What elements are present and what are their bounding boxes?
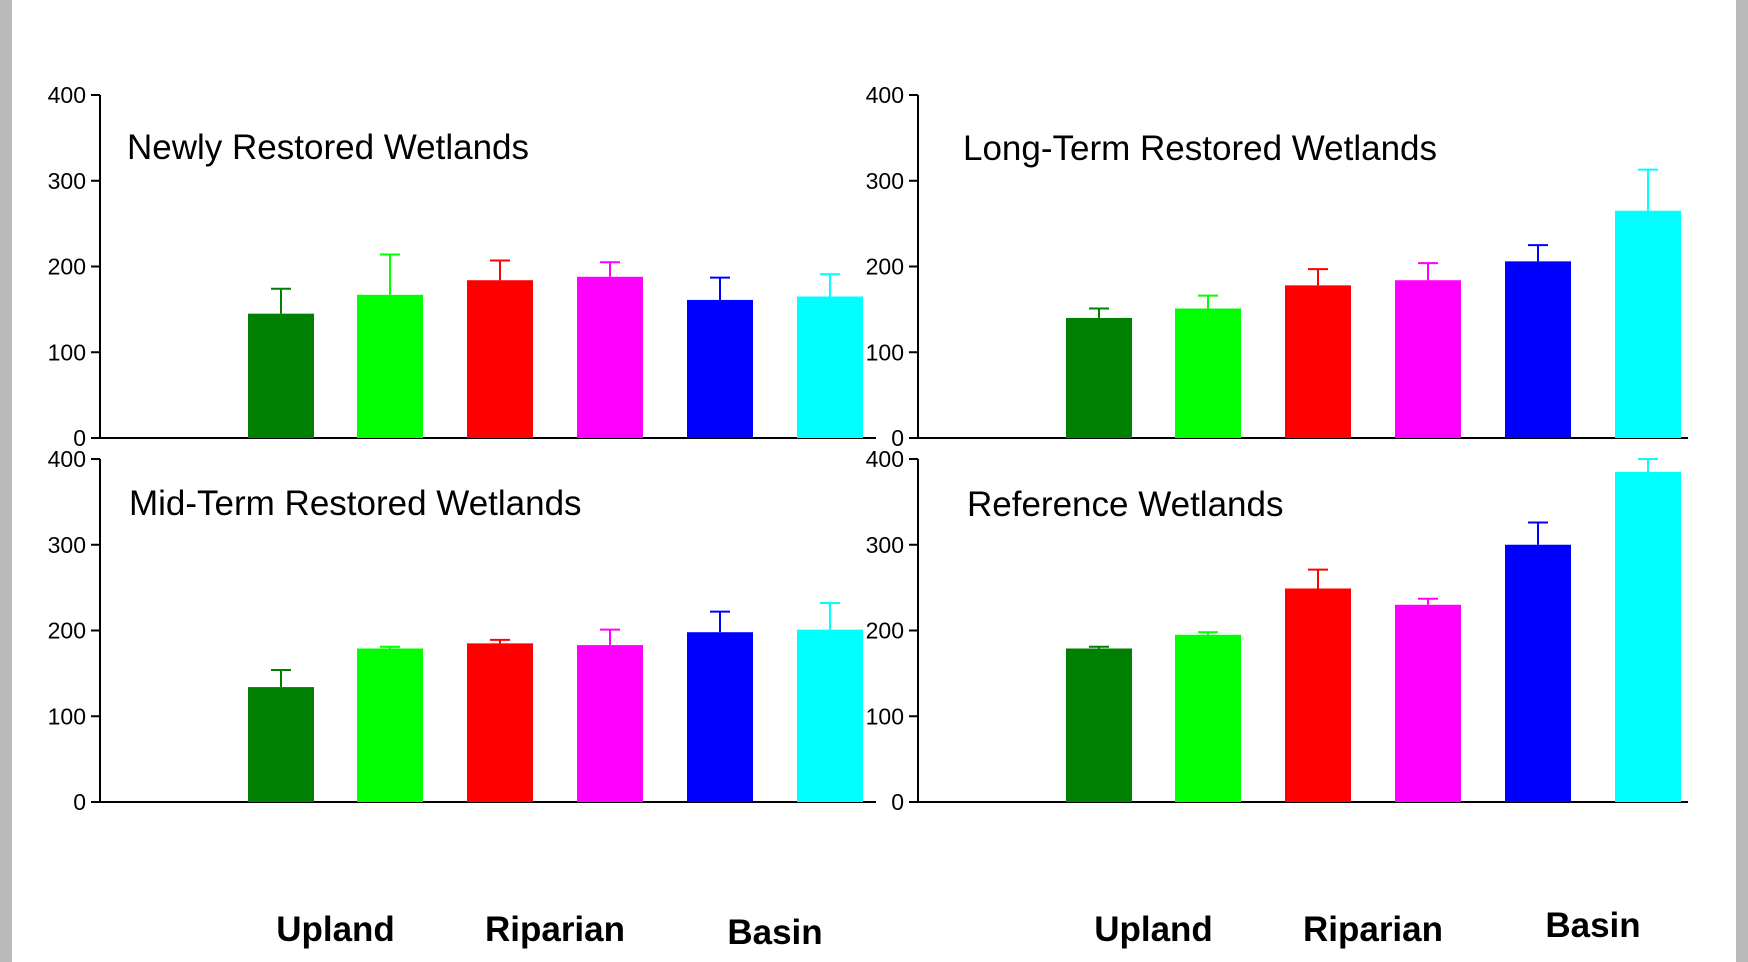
bar bbox=[1615, 210, 1681, 438]
bar bbox=[357, 294, 423, 438]
panel-2: 0 100 200 300 400 Long-Term Restored Wetlands bbox=[866, 82, 1688, 451]
bar bbox=[1175, 634, 1241, 802]
group-label: Basin bbox=[1545, 906, 1640, 945]
bar bbox=[1505, 261, 1571, 438]
y-tick-label: 300 bbox=[866, 532, 904, 558]
group-label: Basin bbox=[727, 913, 822, 952]
y-tick-label: 400 bbox=[866, 446, 904, 472]
y-tick-label: 300 bbox=[866, 168, 904, 194]
y-tick-label: 0 bbox=[891, 425, 904, 451]
panel-4: 0 100 200 300 400 Reference Wetlands Upland Rip… bbox=[866, 446, 1688, 949]
bar bbox=[1285, 285, 1351, 438]
panel-title: Reference Wetlands bbox=[967, 485, 1283, 524]
group-label: Riparian bbox=[1303, 910, 1443, 949]
y-tick-label: 0 bbox=[891, 789, 904, 815]
bar bbox=[467, 280, 533, 438]
bar bbox=[248, 687, 314, 802]
y-tick-label: 100 bbox=[48, 703, 86, 729]
bar bbox=[357, 648, 423, 802]
y-tick-label: 400 bbox=[48, 82, 86, 108]
group-label: Upland bbox=[1094, 910, 1213, 949]
y-tick-label: 200 bbox=[48, 618, 86, 644]
bar bbox=[1066, 648, 1132, 802]
group-label: Riparian bbox=[485, 910, 625, 949]
y-tick-label: 200 bbox=[866, 254, 904, 280]
bar bbox=[1285, 588, 1351, 802]
bar bbox=[577, 645, 643, 802]
chart-frame: 0 100 200 300 400 Newly Restored Wetlands 0 100… bbox=[12, 0, 1736, 962]
bar bbox=[797, 296, 863, 438]
y-tick-label: 100 bbox=[866, 703, 904, 729]
bar bbox=[1615, 471, 1681, 802]
y-tick-label: 200 bbox=[866, 618, 904, 644]
y-tick-label: 200 bbox=[48, 254, 86, 280]
bar bbox=[797, 629, 863, 802]
wetland-bar-charts: 0 100 200 300 400 Newly Restored Wetlands 0 100… bbox=[48, 82, 1688, 952]
panel-title: Long-Term Restored Wetlands bbox=[963, 129, 1437, 168]
panel-title: Newly Restored Wetlands bbox=[127, 128, 529, 167]
bar bbox=[467, 643, 533, 802]
y-tick-label: 100 bbox=[866, 339, 904, 365]
y-tick-label: 0 bbox=[73, 789, 86, 815]
y-tick-label: 100 bbox=[48, 339, 86, 365]
bar bbox=[687, 299, 753, 438]
bar bbox=[1505, 544, 1571, 802]
bar bbox=[1395, 280, 1461, 438]
y-tick-label: 400 bbox=[866, 82, 904, 108]
panel-3: 0 100 200 300 400 Mid-Term Restored Wetlands U… bbox=[48, 446, 876, 952]
bar bbox=[687, 632, 753, 802]
bar bbox=[1066, 317, 1132, 438]
y-tick-label: 0 bbox=[73, 425, 86, 451]
y-tick-label: 300 bbox=[48, 168, 86, 194]
bar bbox=[1175, 308, 1241, 438]
bar bbox=[1395, 604, 1461, 802]
y-tick-label: 400 bbox=[48, 446, 86, 472]
bar bbox=[248, 313, 314, 438]
panel-title: Mid-Term Restored Wetlands bbox=[129, 484, 582, 523]
group-label: Upland bbox=[276, 910, 395, 949]
bar bbox=[577, 276, 643, 438]
y-tick-label: 300 bbox=[48, 532, 86, 558]
panel-1: 0 100 200 300 400 Newly Restored Wetlands bbox=[48, 82, 876, 451]
